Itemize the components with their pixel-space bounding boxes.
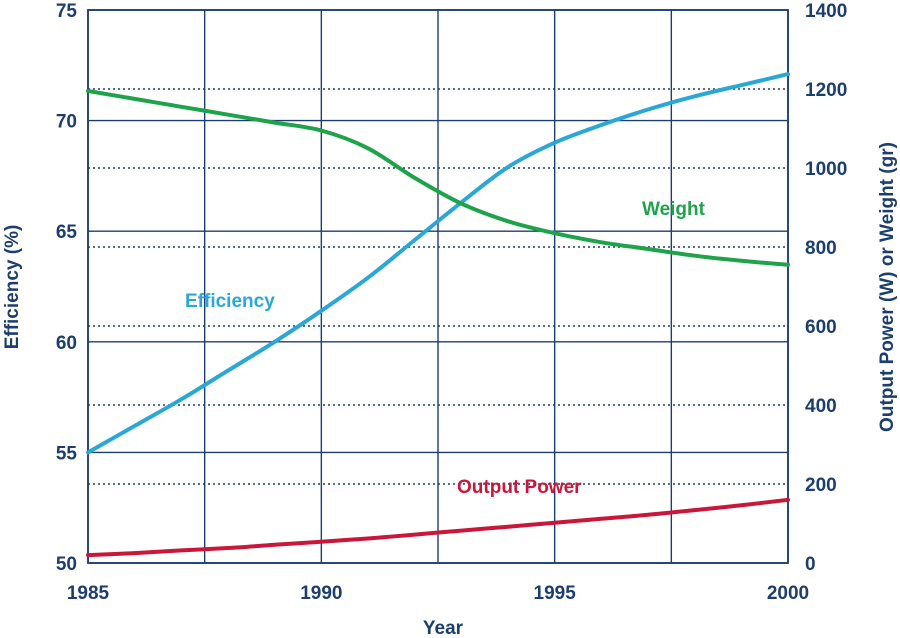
series-label-efficiency: Efficiency bbox=[185, 291, 275, 312]
x-tick-label: 1990 bbox=[300, 583, 342, 604]
x-tick-label: 1985 bbox=[67, 583, 110, 604]
x-tick-label: 1995 bbox=[534, 583, 577, 604]
right-y-tick-label: 0 bbox=[805, 554, 816, 575]
right-axis-title: Output Power (W) or Weight (gr) bbox=[877, 142, 898, 432]
left-axis-title: Efficiency (%) bbox=[2, 225, 23, 350]
series-label-weight: Weight bbox=[642, 199, 706, 220]
series-line-output-power bbox=[86, 497, 790, 558]
right-y-tick-label: 400 bbox=[805, 396, 837, 417]
series-label-output-power: Output Power bbox=[457, 477, 582, 498]
right-y-tick-label: 1400 bbox=[805, 1, 847, 22]
x-tick-label: 2000 bbox=[767, 583, 809, 604]
plot-frame bbox=[87, 9, 789, 564]
right-y-tick-label: 600 bbox=[805, 317, 837, 338]
x-axis-title: Year bbox=[423, 618, 464, 638]
left-y-tick-label: 65 bbox=[56, 222, 78, 243]
left-y-tick-label: 50 bbox=[56, 554, 77, 575]
left-y-tick-label: 55 bbox=[56, 443, 78, 464]
right-y-tick-label: 1200 bbox=[805, 80, 847, 101]
right-y-tick-label: 200 bbox=[805, 475, 837, 496]
right-y-tick-label: 1000 bbox=[805, 159, 847, 180]
left-y-tick-label: 75 bbox=[56, 1, 78, 22]
series-line-efficiency bbox=[86, 72, 790, 455]
left-y-tick-label: 70 bbox=[56, 112, 77, 133]
series-lines bbox=[86, 72, 790, 558]
right-y-tick-label: 800 bbox=[805, 238, 837, 259]
left-y-tick-label: 60 bbox=[56, 333, 77, 354]
tick-labels: 1985 1990 1995 2000 50 55 60 65 70 75 0 200 400 600 80… bbox=[56, 1, 847, 604]
series-line-weight bbox=[86, 89, 790, 267]
grid-lines bbox=[87, 9, 789, 564]
